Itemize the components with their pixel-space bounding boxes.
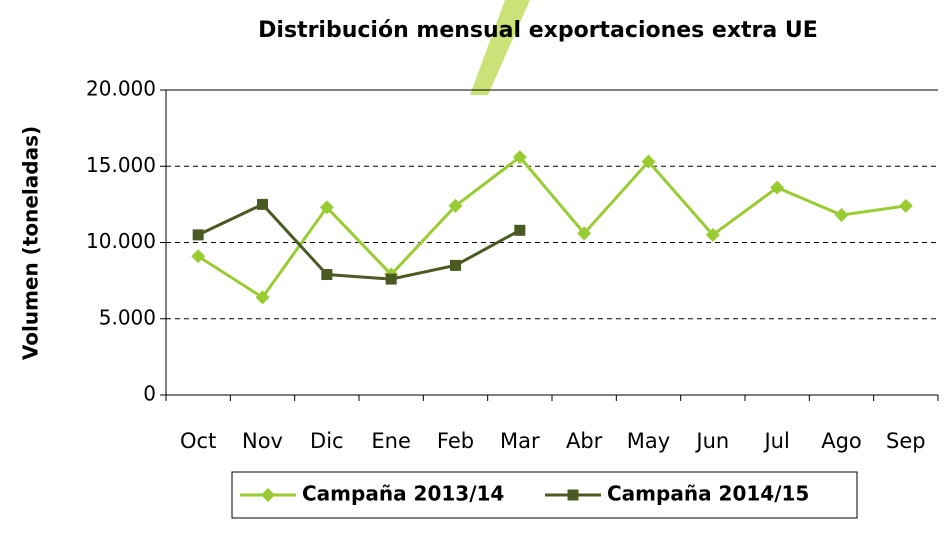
data-point bbox=[567, 489, 579, 501]
y-tick-label: 20.000 bbox=[86, 77, 156, 101]
y-tick-label: 15.000 bbox=[86, 153, 156, 177]
y-tick-label: 10.000 bbox=[86, 229, 156, 253]
x-tick-label: Nov bbox=[242, 429, 283, 453]
chart-title: Distribución mensual exportaciones extra… bbox=[258, 18, 818, 43]
x-tick-label: May bbox=[627, 429, 670, 453]
x-tick-label: Abr bbox=[566, 429, 603, 453]
x-tick-label: Jul bbox=[762, 429, 789, 453]
y-axis-label: Volumen (toneladas) bbox=[19, 126, 43, 360]
y-tick-label: 5.000 bbox=[99, 305, 156, 329]
x-tick-label: Oct bbox=[180, 429, 216, 453]
x-tick-label: Ago bbox=[821, 429, 862, 453]
data-point bbox=[577, 226, 592, 241]
data-point bbox=[641, 154, 656, 169]
data-point bbox=[319, 200, 334, 215]
data-point bbox=[834, 208, 849, 223]
data-point bbox=[192, 229, 204, 241]
x-tick-label: Jun bbox=[694, 429, 729, 453]
y-tick-label: 0 bbox=[143, 382, 156, 406]
decoration bbox=[470, 0, 530, 95]
legend-label: Campaña 2014/15 bbox=[607, 482, 809, 506]
data-point bbox=[448, 198, 463, 213]
data-point bbox=[261, 488, 275, 502]
data-point bbox=[512, 150, 527, 165]
x-tick-label: Ene bbox=[371, 429, 411, 453]
data-point bbox=[255, 290, 270, 305]
data-point bbox=[321, 269, 333, 281]
data-point bbox=[191, 249, 206, 264]
data-point bbox=[705, 227, 720, 242]
data-point bbox=[514, 224, 526, 236]
series-line bbox=[197, 155, 907, 300]
x-tick-label: Feb bbox=[437, 429, 474, 453]
data-point bbox=[385, 273, 397, 285]
data-point bbox=[898, 198, 913, 213]
x-tick-label: Mar bbox=[500, 429, 540, 453]
series-line bbox=[197, 202, 521, 281]
data-point bbox=[257, 198, 268, 210]
legend-label: Campaña 2013/14 bbox=[302, 482, 504, 506]
data-point bbox=[450, 259, 461, 271]
data-point bbox=[770, 180, 785, 195]
legend bbox=[231, 471, 858, 519]
x-tick-label: Sep bbox=[886, 429, 926, 453]
x-tick-label: Dic bbox=[310, 429, 344, 453]
